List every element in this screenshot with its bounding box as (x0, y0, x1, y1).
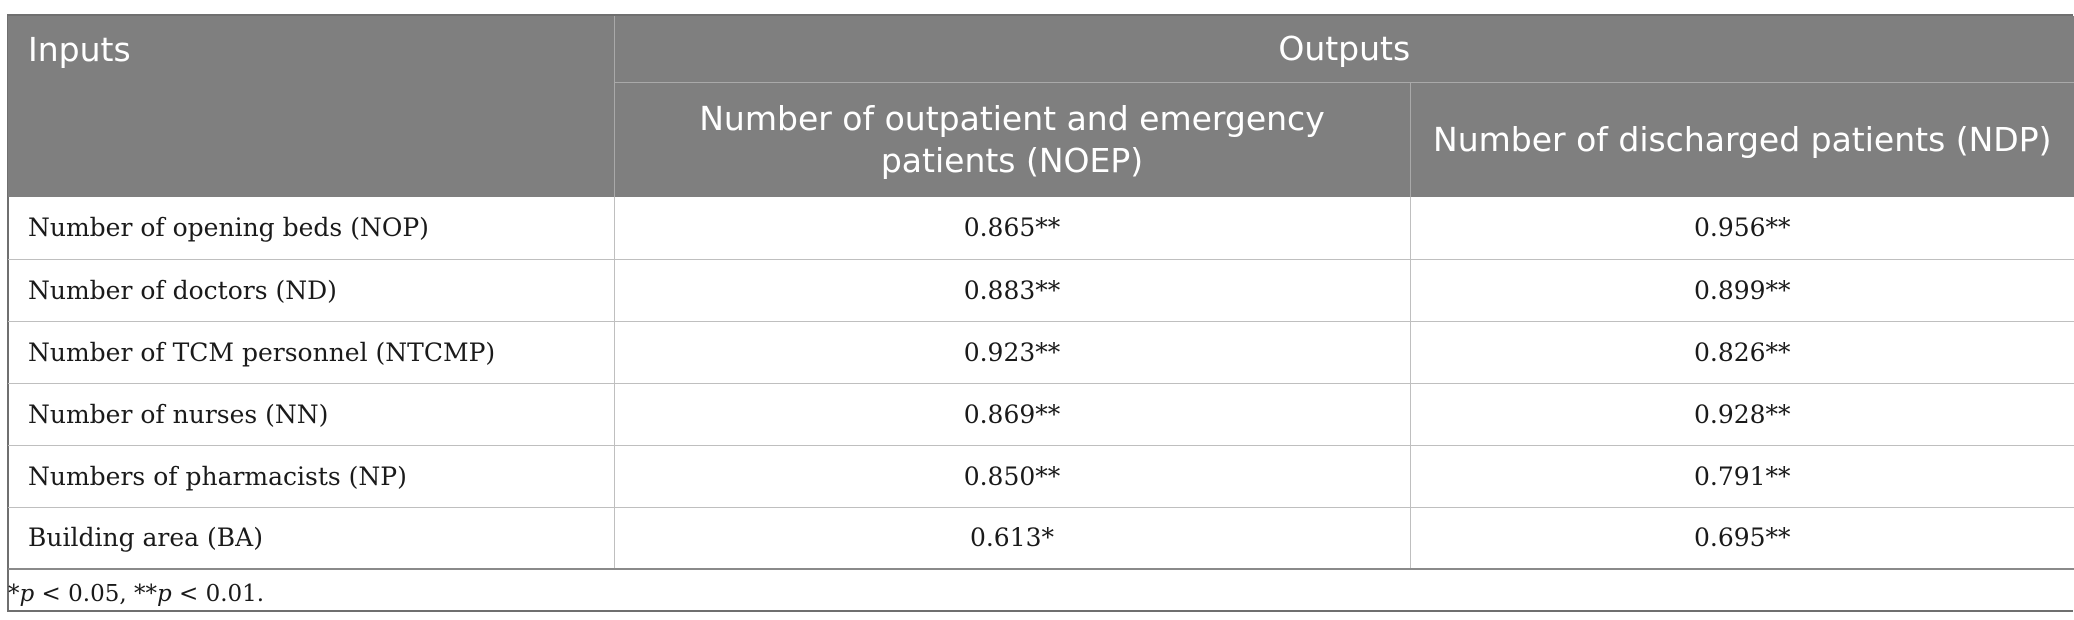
row-noep-value: 0.865** (614, 197, 1411, 260)
row-ndp-value: 0.928** (1410, 383, 2074, 446)
table-row: Number of doctors (ND) 0.883** 0.899** (8, 259, 2074, 322)
row-noep-value: 0.869** (614, 383, 1411, 446)
footnote-condition-1: < 0.05, ** (34, 581, 157, 607)
row-input-label: Number of nurses (NN) (8, 383, 615, 446)
header-row-sub: Number of outpatient and emergency patie… (8, 82, 2074, 197)
row-ndp-value: 0.695** (1410, 507, 2074, 570)
footnote-p-italic: p (156, 581, 172, 607)
row-input-label: Number of opening beds (NOP) (8, 197, 615, 260)
table-row: Building area (BA) 0.613* 0.695** (8, 507, 2074, 570)
table-row: Number of opening beds (NOP) 0.865** 0.9… (8, 197, 2074, 260)
row-ndp-value: 0.791** (1410, 445, 2074, 508)
header-noep: Number of outpatient and emergency patie… (614, 82, 1411, 197)
row-ndp-value: 0.826** (1410, 321, 2074, 384)
row-input-label: Number of doctors (ND) (8, 259, 615, 322)
header-row-top: Inputs Outputs (8, 16, 2074, 197)
table-row: Number of TCM personnel (NTCMP) 0.923** … (8, 321, 2074, 384)
row-noep-value: 0.923** (614, 321, 1411, 384)
header-ndp: Number of discharged patients (NDP) (1410, 82, 2074, 197)
row-input-label: Number of TCM personnel (NTCMP) (8, 321, 615, 384)
correlation-table: Inputs Outputs Number of outpatient and … (8, 16, 2074, 570)
row-input-label: Building area (BA) (8, 507, 615, 570)
row-noep-value: 0.850** (614, 445, 1411, 508)
row-ndp-value: 0.956** (1410, 197, 2074, 260)
footnote-star: * (8, 581, 20, 607)
table-row: Numbers of pharmacists (NP) 0.850** 0.79… (8, 445, 2074, 508)
header-outputs: Outputs (614, 16, 2074, 83)
table-footnote: *p < 0.05, **p < 0.01. (8, 581, 264, 607)
row-noep-value: 0.883** (614, 259, 1411, 322)
footnote-condition-2: < 0.01. (171, 581, 265, 607)
row-input-label: Numbers of pharmacists (NP) (8, 445, 615, 508)
row-noep-value: 0.613* (614, 507, 1411, 570)
row-ndp-value: 0.899** (1410, 259, 2074, 322)
header-inputs: Inputs (8, 16, 615, 197)
footnote-p-italic: p (19, 581, 35, 607)
table-row: Number of nurses (NN) 0.869** 0.928** (8, 383, 2074, 446)
